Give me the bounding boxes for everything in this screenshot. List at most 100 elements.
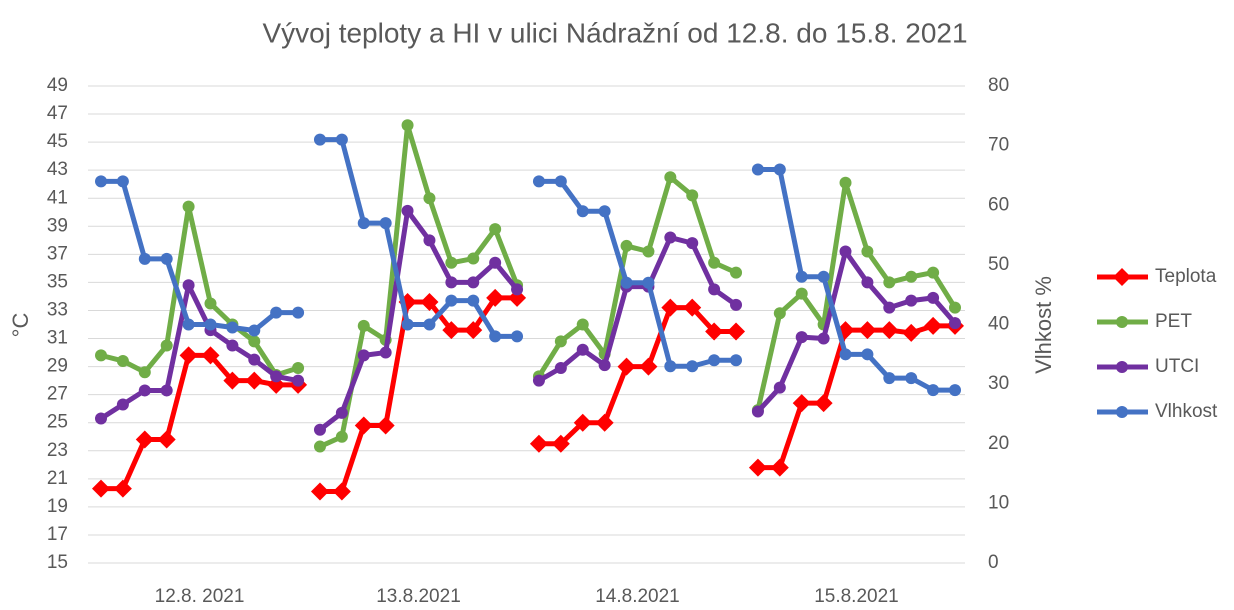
x-tick-label: 12.8. 2021 bbox=[155, 586, 245, 607]
marker bbox=[511, 330, 524, 343]
marker bbox=[204, 318, 217, 331]
marker bbox=[598, 359, 611, 372]
marker bbox=[313, 133, 326, 146]
marker bbox=[576, 318, 589, 331]
marker bbox=[708, 283, 721, 296]
marker bbox=[817, 270, 830, 283]
marker bbox=[357, 217, 370, 230]
series-line bbox=[319, 137, 518, 339]
marker bbox=[883, 301, 896, 314]
x-tick-label: 13.8.2021 bbox=[376, 586, 461, 607]
marker bbox=[861, 348, 874, 361]
series-line bbox=[757, 323, 955, 471]
series-line bbox=[756, 249, 957, 414]
y2-tick-label: 70 bbox=[988, 135, 1009, 156]
marker bbox=[138, 252, 151, 265]
y2-axis-label: Vlhkost % bbox=[1031, 276, 1056, 374]
marker bbox=[927, 266, 940, 279]
marker bbox=[595, 413, 614, 432]
marker bbox=[95, 412, 107, 425]
marker bbox=[642, 245, 655, 258]
marker bbox=[511, 283, 524, 296]
marker bbox=[445, 294, 458, 307]
series-line bbox=[101, 352, 299, 492]
y-tick-label: 39 bbox=[47, 215, 68, 236]
legend-marker bbox=[1116, 361, 1128, 373]
series-line bbox=[757, 166, 955, 393]
marker bbox=[795, 270, 808, 283]
marker bbox=[839, 176, 852, 189]
marker bbox=[573, 413, 592, 432]
marker bbox=[182, 318, 195, 331]
marker bbox=[686, 189, 699, 202]
marker bbox=[639, 357, 658, 376]
marker bbox=[486, 288, 505, 307]
y-tick-label: 21 bbox=[47, 468, 68, 489]
marker bbox=[445, 256, 458, 269]
marker bbox=[748, 458, 767, 477]
marker bbox=[858, 321, 877, 340]
legend-marker bbox=[1116, 316, 1128, 328]
marker bbox=[554, 175, 567, 188]
y-tick-label: 37 bbox=[47, 243, 68, 264]
marker bbox=[335, 406, 348, 419]
marker bbox=[708, 256, 721, 269]
marker bbox=[160, 252, 173, 265]
y-tick-label: 41 bbox=[47, 187, 68, 208]
marker bbox=[160, 384, 173, 397]
y-tick-label: 15 bbox=[47, 552, 68, 573]
marker bbox=[270, 370, 283, 383]
marker bbox=[116, 354, 129, 367]
chart-title: Vývoj teploty a HI v ulici Nádražní od 1… bbox=[262, 17, 967, 48]
marker bbox=[664, 231, 677, 244]
marker bbox=[401, 318, 414, 331]
marker bbox=[423, 234, 436, 247]
marker bbox=[138, 384, 151, 397]
marker bbox=[730, 266, 743, 279]
series-line bbox=[101, 178, 299, 333]
y-tick-label: 35 bbox=[47, 271, 68, 292]
series-line bbox=[755, 180, 958, 411]
marker bbox=[423, 192, 436, 205]
y-tick-label: 49 bbox=[47, 75, 68, 96]
marker bbox=[730, 298, 743, 311]
marker bbox=[861, 245, 874, 258]
y2-tick-label: 80 bbox=[988, 75, 1009, 96]
marker bbox=[292, 306, 305, 319]
y2-tick-label: 40 bbox=[988, 314, 1009, 335]
marker bbox=[949, 301, 961, 314]
marker bbox=[248, 324, 261, 337]
marker bbox=[576, 343, 589, 356]
marker bbox=[705, 322, 724, 341]
marker bbox=[95, 349, 107, 362]
marker bbox=[157, 430, 176, 449]
marker bbox=[905, 270, 918, 283]
marker bbox=[113, 479, 132, 498]
marker bbox=[420, 293, 439, 312]
marker bbox=[664, 360, 677, 373]
legend-label: UTCI bbox=[1155, 356, 1199, 377]
marker bbox=[423, 318, 436, 331]
marker bbox=[292, 361, 305, 374]
marker bbox=[814, 394, 833, 413]
x-tick-label: 14.8.2021 bbox=[595, 586, 680, 607]
marker bbox=[182, 200, 195, 213]
marker bbox=[376, 416, 395, 435]
marker bbox=[554, 335, 567, 348]
marker bbox=[664, 171, 677, 184]
y-tick-label: 25 bbox=[47, 412, 68, 433]
y2-tick-label: 50 bbox=[988, 254, 1009, 275]
marker bbox=[839, 348, 852, 361]
series-line bbox=[536, 174, 738, 378]
y-tick-label: 43 bbox=[47, 159, 68, 180]
marker bbox=[927, 384, 940, 397]
marker bbox=[795, 287, 808, 300]
marker bbox=[335, 430, 348, 443]
marker bbox=[598, 205, 611, 218]
marker bbox=[223, 371, 242, 390]
marker bbox=[532, 374, 545, 387]
marker bbox=[617, 357, 636, 376]
marker bbox=[949, 384, 961, 397]
series-line bbox=[538, 305, 737, 447]
